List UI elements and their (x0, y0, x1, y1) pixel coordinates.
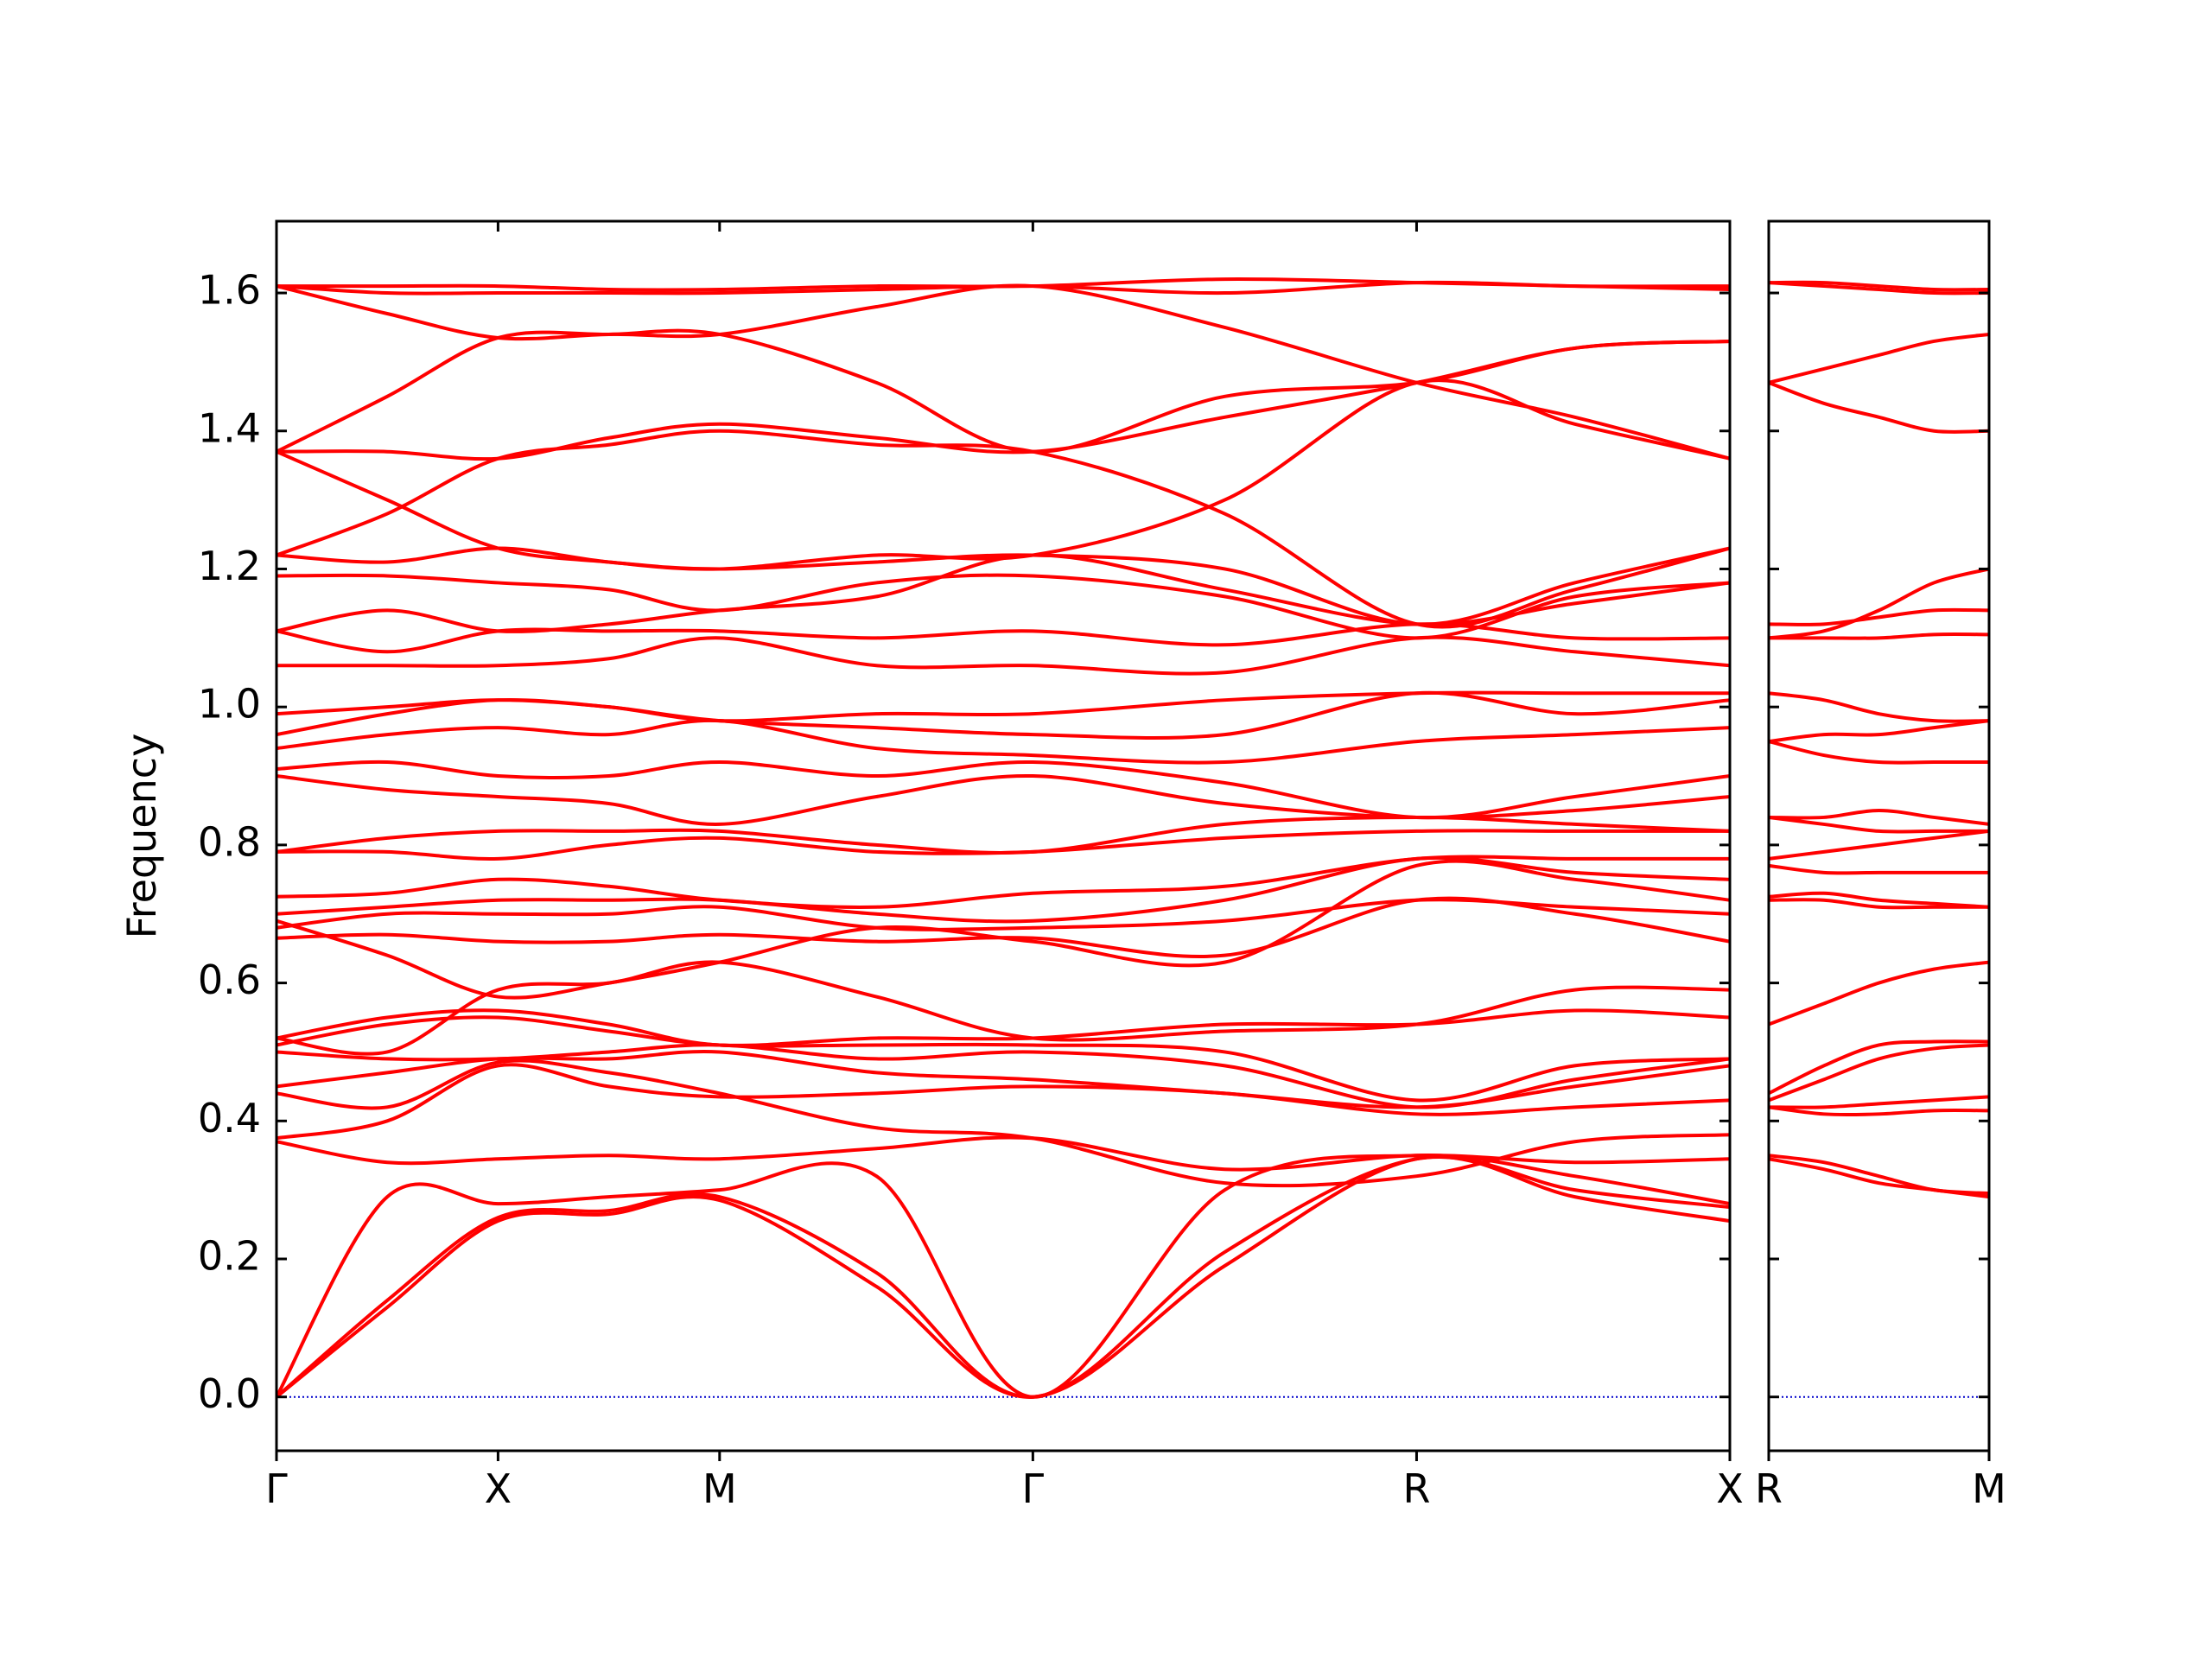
band-line (276, 1154, 1730, 1399)
band-line (1769, 1095, 1989, 1109)
band-line (1769, 960, 1989, 1027)
plot-frame (1767, 219, 1991, 1452)
band-line (276, 546, 1730, 626)
y-tick-label: 0.6 (198, 957, 261, 1003)
band-line (276, 283, 1730, 461)
band-line (276, 960, 1730, 1056)
band-line (276, 622, 1730, 654)
band-line (276, 898, 1730, 931)
band-line (276, 1015, 1730, 1103)
band-line (1769, 1154, 1989, 1196)
band-line (1769, 567, 1989, 640)
band-line (276, 718, 1730, 765)
y-tick-label: 1.6 (198, 267, 261, 314)
band-line (276, 378, 1730, 571)
band-line (1769, 632, 1989, 640)
bands (276, 276, 1730, 1399)
band-line (276, 1008, 1730, 1047)
band-line (276, 773, 1730, 826)
band-line (1769, 1039, 1989, 1096)
band-line (276, 1153, 1730, 1399)
band-line (276, 1058, 1730, 1188)
band-line (276, 1135, 1730, 1172)
plot-frame (275, 219, 1732, 1452)
y-tick-label: 0.2 (198, 1233, 261, 1280)
band-line (1769, 1043, 1989, 1103)
band-line (276, 635, 1730, 676)
band-line (1769, 719, 1989, 744)
band-line (276, 280, 1730, 296)
band-line (1769, 815, 1989, 834)
x-tick-label: M (702, 1465, 737, 1512)
band-line (276, 859, 1730, 1000)
band-line (276, 1043, 1730, 1109)
band-line (1769, 1105, 1989, 1117)
x-tick-label: R (1755, 1465, 1783, 1512)
band-line (1769, 898, 1989, 910)
band-line (1769, 332, 1989, 385)
y-tick-label: 1.2 (198, 543, 261, 589)
band-line (276, 690, 1730, 723)
band-line (1769, 808, 1989, 826)
band-line (276, 829, 1730, 861)
band-line (276, 1154, 1730, 1399)
band-line (276, 855, 1730, 924)
bands (1769, 280, 1989, 1398)
band-line (1769, 281, 1989, 296)
band-line (276, 573, 1730, 640)
band-line (276, 855, 1730, 909)
band-line (276, 553, 1730, 633)
band-line (1769, 829, 1989, 861)
y-axis-label: Frequency (118, 734, 165, 939)
y-tick-label: 0.0 (198, 1370, 261, 1417)
band-line (276, 815, 1730, 855)
band-line (1769, 607, 1989, 626)
x-tick-label: Γ (265, 1465, 288, 1512)
y-tick-label: 1.4 (198, 404, 261, 451)
band-line (1769, 863, 1989, 875)
band-line (1769, 891, 1989, 909)
band-line (1769, 380, 1989, 434)
x-tick-label: Γ (1022, 1465, 1045, 1512)
y-tick-label: 1.0 (198, 681, 261, 728)
y-tick-label: 0.4 (198, 1095, 261, 1141)
band-line (1769, 740, 1989, 765)
band-line (1769, 691, 1989, 723)
band-line (276, 328, 1730, 454)
x-tick-label: M (1972, 1465, 2006, 1512)
band-line (1769, 280, 1989, 292)
panel: 0.0 0.2 0.4 0.6 0.8 1.0 1.2 1.4 1.6 Γ X M Γ R X Frequen… (118, 219, 1744, 1512)
band-line (276, 1063, 1730, 1141)
band-line (276, 760, 1730, 820)
x-tick-label: X (1716, 1465, 1744, 1512)
x-tick-label: X (485, 1465, 512, 1512)
y-tick-label: 0.8 (198, 818, 261, 865)
x-tick-label: R (1402, 1465, 1430, 1512)
